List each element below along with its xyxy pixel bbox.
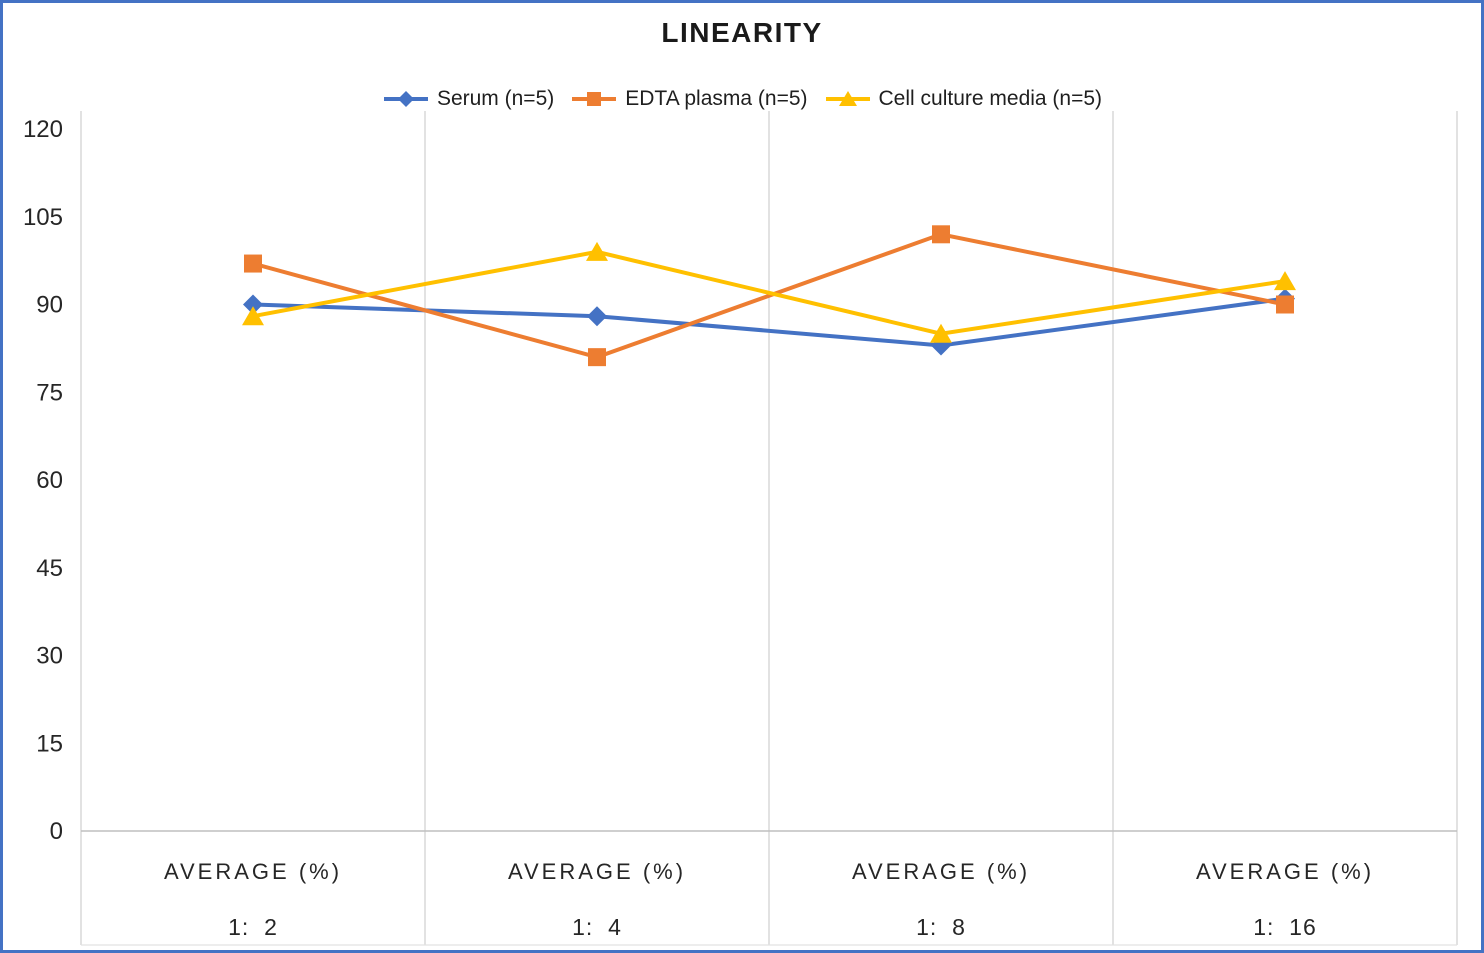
legend-label-edta-plasma: EDTA plasma (n=5) — [625, 87, 808, 110]
y-axis-tick-label: 75 — [36, 379, 63, 406]
x-axis-category-label: 1: 4 — [572, 914, 622, 940]
y-axis-tick-label: 105 — [23, 204, 63, 231]
y-axis-tick-label: 60 — [36, 467, 63, 494]
series-line-2 — [252, 249, 1286, 336]
x-axis-group-label: AVERAGE (%) — [508, 859, 686, 884]
legend-label-cell-culture-media: Cell culture media (n=5) — [878, 87, 1103, 110]
series-2-data-point-marker — [1274, 271, 1296, 291]
legend-label-serum: Serum (n=5) — [436, 87, 555, 110]
y-axis-tick-label: 120 — [23, 116, 63, 143]
x-axis-category-label: 1: 8 — [916, 914, 966, 940]
series-2-data-point-marker — [586, 241, 608, 261]
edta-plasma-series-marker-icon — [572, 92, 617, 106]
x-axis-category-label: 1: 16 — [1253, 914, 1317, 940]
cell-culture-media-series-marker-icon — [825, 91, 870, 106]
x-axis-group-label: AVERAGE (%) — [852, 859, 1030, 884]
legend-marker-shape — [397, 91, 414, 107]
series-0-data-point-marker — [587, 306, 607, 327]
legend-item-serum: Serum (n=5) — [382, 87, 554, 111]
legend-marker-shape — [587, 92, 602, 106]
y-axis-tick-label: 15 — [36, 730, 63, 757]
legend: Serum (n=5) EDTA plasma (n=5) Cell cultu… — [3, 87, 1481, 111]
series-2-data-point-marker — [930, 323, 952, 343]
x-axis-group-label: AVERAGE (%) — [1196, 859, 1374, 884]
series-1-data-point-marker — [588, 348, 606, 367]
series-line-1 — [252, 232, 1286, 360]
legend-marker-shape — [838, 91, 857, 106]
legend-item-cell-culture-media: Cell culture media (n=5) — [824, 87, 1103, 111]
series-1-data-point-marker — [932, 225, 950, 244]
x-axis-category-label: 1: 2 — [228, 914, 278, 940]
series-1-data-point-marker — [1276, 295, 1294, 314]
chart-title: LINEARITY — [661, 17, 823, 48]
y-axis-tick-label: 30 — [36, 643, 63, 670]
legend-item-edta-plasma: EDTA plasma (n=5) — [570, 87, 808, 111]
plot-area: 0 15 30 45 60 75 90 105 120 AVERAGE (%) 1: 2 AVERAG… — [23, 111, 1458, 946]
x-axis-group-label: AVERAGE (%) — [164, 859, 342, 884]
series-2-data-point-marker — [242, 306, 264, 326]
serum-series-marker-icon — [383, 91, 428, 107]
y-axis-tick-label: 45 — [36, 555, 63, 582]
y-axis-tick-label: 90 — [36, 292, 63, 319]
series-1-data-point-marker — [244, 254, 262, 273]
y-axis-tick-label: 0 — [50, 818, 63, 845]
series-0-data-point-marker — [243, 294, 263, 315]
